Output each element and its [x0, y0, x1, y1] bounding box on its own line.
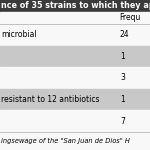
Bar	[0, 46, 150, 67]
Bar	[0, 12, 150, 24]
Text: 1: 1	[120, 95, 125, 104]
Text: 1: 1	[120, 52, 125, 61]
Text: 3: 3	[120, 74, 125, 82]
Text: 24: 24	[120, 30, 130, 39]
Text: resistant to 12 antibiotics: resistant to 12 antibiotics	[1, 95, 99, 104]
Bar	[0, 132, 150, 150]
Text: Frequ: Frequ	[119, 14, 140, 22]
Bar	[0, 89, 150, 110]
Text: 7: 7	[120, 117, 125, 126]
Bar	[0, 24, 150, 46]
Text: ingsewage of the "San Juan de Dios" H: ingsewage of the "San Juan de Dios" H	[1, 138, 130, 144]
Bar	[0, 110, 150, 132]
Text: microbial: microbial	[1, 30, 37, 39]
Bar	[0, 67, 150, 89]
Text: nce of 35 strains to which they applied: nce of 35 strains to which they applied	[1, 2, 150, 10]
Bar	[0, 0, 150, 12]
